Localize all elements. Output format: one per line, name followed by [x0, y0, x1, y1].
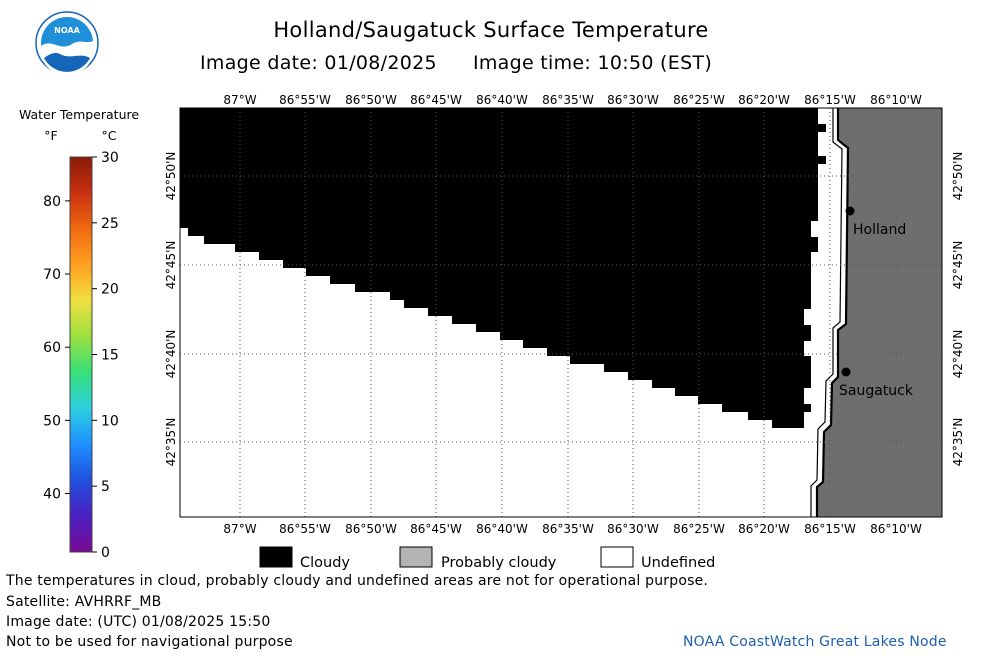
- colorbar-unit-c: °C: [102, 128, 117, 143]
- colorbar-gradient: [69, 156, 93, 553]
- lon-label-bottom: 86°45'W: [410, 522, 462, 536]
- satellite-info: Satellite: AVHRRF_MB: [6, 594, 162, 610]
- credit-link[interactable]: NOAA CoastWatch Great Lakes Node: [683, 634, 947, 650]
- colorbar-tick-c: 0: [101, 545, 110, 561]
- cloudy-area: [180, 108, 826, 428]
- image-datetime: Image date: 01/08/2025 Image time: 10:50 …: [200, 52, 748, 74]
- lon-label-bottom: 86°20'W: [738, 522, 790, 536]
- coastline-outer: [810, 108, 843, 517]
- image-time: Image time: 10:50 (EST): [472, 52, 713, 74]
- lon-label-bottom: 86°35'W: [542, 522, 594, 536]
- legend: Cloudy Probably cloudy Undefined: [259, 546, 715, 571]
- lat-label-right: 42°35'N: [951, 418, 965, 467]
- legend-label-undefined: Undefined: [641, 555, 715, 571]
- nav-warning: Not to be used for navigational purpose: [6, 634, 293, 650]
- lon-label-bottom: 86°15'W: [804, 522, 856, 536]
- colorbar-tick-c: 5: [101, 479, 110, 495]
- lon-label-top: 86°45'W: [410, 93, 462, 107]
- colorbar-unit-f: °F: [44, 128, 57, 143]
- legend-swatch-undefined: [600, 546, 634, 568]
- lon-label-bottom: 87°W: [223, 522, 256, 536]
- logo-text: NOAA: [54, 26, 80, 35]
- lat-label-right: 42°50'N: [951, 152, 965, 201]
- colorbar-title: Water Temperature: [19, 107, 139, 122]
- place-label-holland: Holland: [853, 222, 906, 238]
- colorbar-tick-f: 70: [43, 267, 61, 283]
- disclaimer: The temperatures in cloud, probably clou…: [6, 573, 709, 589]
- map-frame: [179, 107, 943, 518]
- map-panel: [180, 108, 942, 517]
- lat-label-left: 42°50'N: [164, 152, 178, 201]
- utc-date: Image date: (UTC) 01/08/2025 15:50: [6, 614, 271, 630]
- lat-label-left: 42°45'N: [164, 241, 178, 290]
- lon-label-bottom: 86°50'W: [345, 522, 397, 536]
- place-label-saugatuck: Saugatuck: [839, 383, 914, 399]
- lon-label-top: 86°20'W: [738, 93, 790, 107]
- coastline: [815, 108, 850, 517]
- lat-label-right: 42°45'N: [951, 241, 965, 290]
- lon-label-top: 87°W: [223, 93, 256, 107]
- saugatuck-marker: [841, 367, 851, 377]
- colorbar-tick-f: 50: [43, 413, 61, 429]
- lon-label-top: 86°35'W: [542, 93, 594, 107]
- lon-label-bottom: 86°30'W: [607, 522, 659, 536]
- lat-label-left: 42°40'N: [164, 330, 178, 379]
- colorbar-tick-f: 60: [43, 340, 61, 356]
- legend-label-cloudy: Cloudy: [300, 555, 350, 571]
- legend-swatch-probably-cloudy: [399, 546, 433, 568]
- lon-label-top: 86°50'W: [345, 93, 397, 107]
- colorbar-tick-f: 80: [43, 194, 61, 210]
- lon-label-top: 86°30'W: [607, 93, 659, 107]
- holland-marker: [845, 206, 855, 216]
- colorbar-tick-c: 25: [101, 216, 119, 232]
- lon-label-top: 86°55'W: [279, 93, 331, 107]
- lon-label-bottom: 86°40'W: [476, 522, 528, 536]
- colorbar-tick-c: 10: [101, 413, 119, 429]
- legend-swatch-cloudy: [259, 546, 293, 568]
- lon-label-bottom: 86°55'W: [279, 522, 331, 536]
- colorbar-tick-c: 15: [101, 348, 119, 364]
- lon-label-bottom: 86°25'W: [673, 522, 725, 536]
- lat-label-left: 42°35'N: [164, 418, 178, 467]
- legend-label-probably-cloudy: Probably cloudy: [441, 555, 557, 571]
- image-date: Image date: 01/08/2025: [200, 52, 437, 74]
- lon-label-top: 86°25'W: [673, 93, 725, 107]
- colorbar-tick-f: 40: [43, 486, 61, 502]
- noaa-logo: NOAA: [35, 11, 99, 76]
- colorbar-tick-c: 30: [101, 150, 119, 166]
- lon-label-top: 86°40'W: [476, 93, 528, 107]
- lon-label-top: 86°10'W: [870, 93, 922, 107]
- lon-label-bottom: 86°10'W: [870, 522, 922, 536]
- page-title: Holland/Saugatuck Surface Temperature: [273, 18, 709, 42]
- lat-label-right: 42°40'N: [951, 330, 965, 379]
- colorbar-tick-c: 20: [101, 282, 119, 298]
- lon-label-top: 86°15'W: [804, 93, 856, 107]
